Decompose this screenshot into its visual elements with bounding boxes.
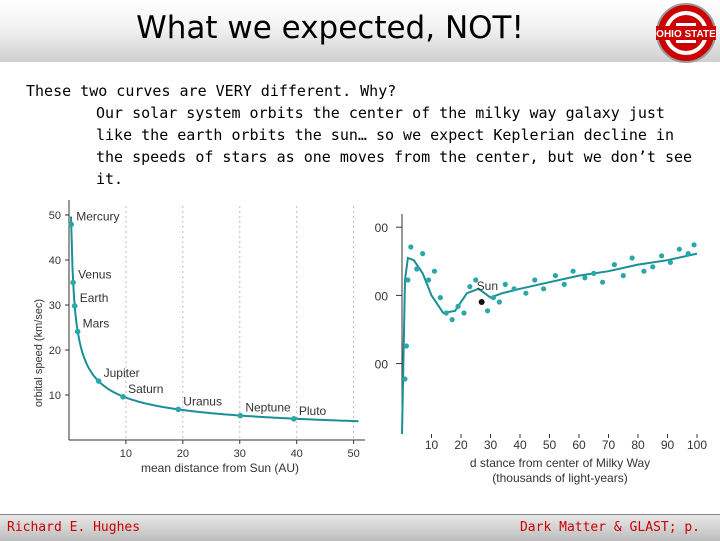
y-tick-label: 00 [375, 358, 389, 372]
star-point [523, 290, 529, 296]
star-point [414, 266, 420, 272]
x-tick-label: 80 [631, 438, 645, 452]
planet-point [68, 221, 75, 228]
planet-point [291, 416, 297, 422]
x-tick-label: 20 [454, 438, 468, 452]
y-tick-label: 00 [375, 289, 389, 303]
title-bar [0, 0, 720, 62]
x-tick-label: 30 [234, 448, 246, 460]
star-point [676, 246, 682, 252]
planet-label: Pluto [299, 404, 327, 418]
star-point [641, 268, 647, 274]
star-point [437, 295, 443, 301]
y-tick-label: 50 [49, 210, 61, 222]
star-point [532, 277, 538, 283]
planet-point [95, 378, 102, 384]
star-point [431, 268, 438, 274]
x-axis-label: mean distance from Sun (AU) [141, 461, 299, 475]
star-point [541, 286, 547, 292]
x-tick-label: 50 [543, 438, 557, 452]
star-point [582, 275, 588, 281]
y-tick-label: 20 [49, 345, 61, 357]
x-tick-label: 40 [513, 438, 527, 452]
x-tick-label: 30 [484, 438, 498, 452]
star-point [425, 277, 432, 283]
star-point [561, 281, 567, 287]
star-point [502, 281, 508, 287]
rotation-curve [401, 252, 698, 435]
star-point [467, 284, 473, 290]
star-point [496, 299, 502, 305]
star-point [570, 268, 576, 274]
star-point [403, 343, 410, 349]
star-point [600, 279, 606, 285]
star-point [473, 277, 479, 283]
planet-label: Jupiter [104, 366, 140, 380]
x-axis-label: d stance from center of Milky Way [470, 456, 650, 470]
x-tick-label: 20 [177, 448, 189, 460]
planet-point [70, 279, 76, 286]
ohio-state-logo: OHIO STATE [656, 3, 716, 63]
y-tick-label: 30 [49, 300, 61, 312]
star-point [591, 270, 597, 276]
planet-label: Neptune [245, 401, 291, 415]
sun-point [478, 299, 485, 305]
star-point [659, 253, 665, 259]
planet-label: Venus [78, 268, 111, 282]
star-point [484, 308, 491, 314]
planet-label: Saturn [128, 382, 163, 396]
x-tick-label: 70 [602, 438, 616, 452]
y-tick-label: 00 [375, 221, 389, 235]
slide-title: What we expected, NOT! [136, 10, 524, 46]
star-point [408, 244, 414, 250]
y-tick-label: 40 [49, 255, 61, 267]
star-point [402, 376, 408, 382]
star-point [629, 255, 635, 261]
star-point [449, 317, 455, 323]
milky-way-rotation-chart: d stance from center of Milky Way (thous… [375, 214, 707, 485]
star-point [620, 273, 626, 279]
solar-system-rotation-chart: orbital speed (km/sec) mean distance fro… [33, 200, 365, 475]
star-point [611, 262, 617, 268]
planet-point [74, 328, 81, 335]
y-tick-label: 10 [49, 390, 61, 402]
planet-label: Mars [83, 317, 110, 331]
planet-label: Uranus [183, 394, 222, 408]
planet-point [120, 394, 126, 400]
star-point [443, 310, 449, 316]
star-point [420, 251, 426, 257]
star-point [455, 303, 461, 309]
planet-label: Earth [80, 291, 109, 305]
footer-page: Dark Matter & GLAST; p. [519, 520, 700, 535]
planet-label: Mercury [76, 209, 119, 223]
footer-bar: Richard E. Hughes Dark Matter & GLAST; p… [0, 514, 720, 541]
star-point [667, 259, 674, 265]
star-point [650, 264, 656, 270]
x-tick-label: 10 [425, 438, 439, 452]
star-point [552, 273, 558, 279]
star-point [490, 295, 497, 301]
logo-text: OHIO STATE [656, 29, 716, 40]
x-tick-label: 40 [291, 448, 303, 460]
star-point [461, 310, 467, 316]
intro-text: These two curves are VERY different. Why… [26, 82, 397, 100]
x-axis-label-units: (thousands of light-years) [492, 471, 627, 485]
keplerian-curve [70, 216, 359, 423]
star-point [691, 242, 697, 248]
star-point [685, 251, 691, 257]
footer-author: Richard E. Hughes [7, 520, 141, 535]
planet-point [175, 406, 182, 413]
x-tick-label: 50 [347, 448, 359, 460]
y-axis-label: orbital speed (km/sec) [33, 299, 45, 407]
sun-annotation: Sun [477, 279, 498, 293]
x-tick-label: 90 [661, 438, 675, 452]
star-point [405, 277, 411, 283]
x-tick-label: 10 [120, 448, 132, 460]
x-tick-label: 60 [572, 438, 586, 452]
explanation-paragraph: Our solar system orbits the center of th… [96, 104, 693, 188]
planet-point [237, 412, 244, 419]
star-point [511, 286, 517, 292]
planet-point [71, 303, 78, 309]
x-tick-label: 100 [687, 438, 707, 452]
